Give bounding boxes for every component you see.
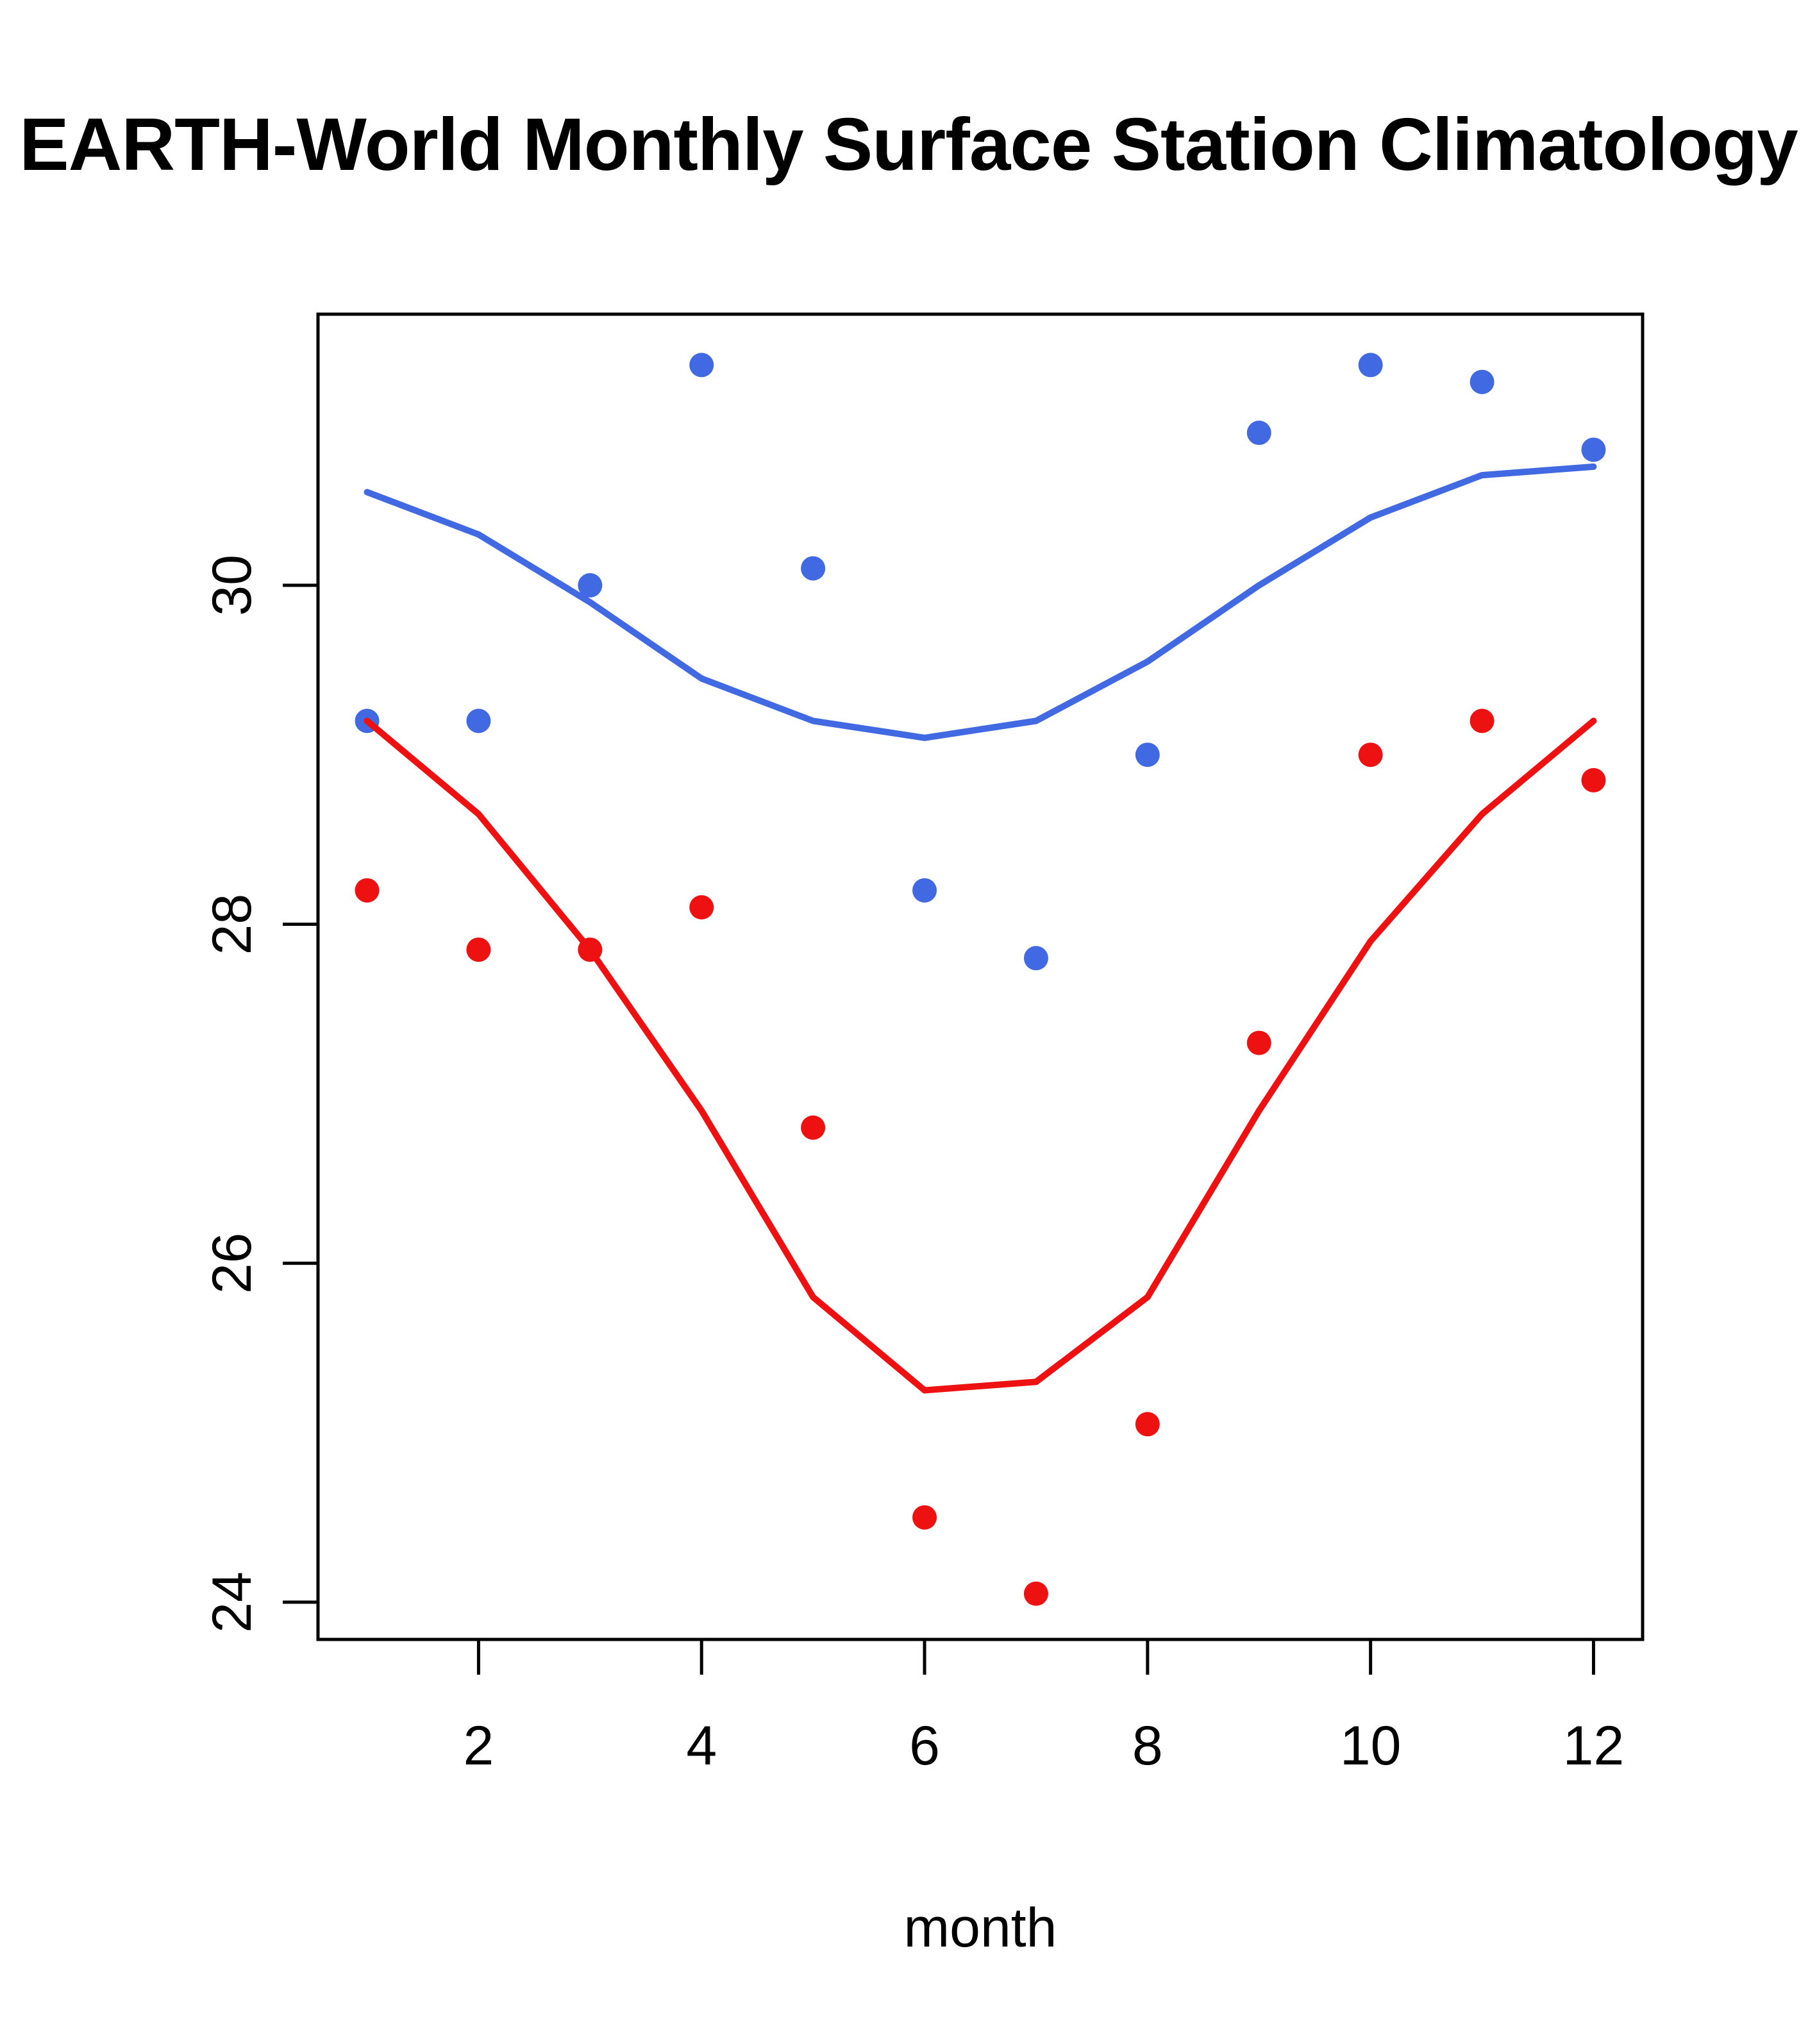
upper-temperature-points-point <box>1470 369 1495 394</box>
y-axis-tick-label: 26 <box>201 1232 263 1294</box>
lower-temperature-points-point <box>912 1505 937 1530</box>
lower-temperature-points-point <box>1023 1581 1048 1606</box>
y-axis-tick-label: 24 <box>201 1571 263 1633</box>
x-axis-tick-label: 2 <box>464 1715 494 1777</box>
upper-temperature-points-point <box>689 353 714 378</box>
lower-temperature-points-point <box>1358 742 1383 767</box>
upper-temperature-points-point <box>801 556 826 581</box>
lower-temperature-points-point <box>1135 1412 1160 1437</box>
upper-temperature-points-point <box>1135 742 1160 767</box>
upper-temperature-points-point <box>1358 353 1383 378</box>
lower-temperature-points-point <box>1246 1030 1271 1055</box>
upper-temperature-smooth-line <box>364 463 1597 741</box>
x-axis-tick-label: 12 <box>1563 1715 1625 1777</box>
lower-temperature-smooth-line <box>364 717 1597 1394</box>
lower-temperature-points-point <box>689 895 714 920</box>
upper-temperature-points-point <box>466 708 491 733</box>
x-axis-tick-label: 10 <box>1340 1715 1402 1777</box>
upper-temperature-points-point <box>578 573 603 598</box>
lower-temperature-points-point <box>355 878 380 903</box>
y-axis-tick-label: 30 <box>201 555 263 616</box>
upper-temperature-points-point <box>912 878 937 903</box>
lower-temperature-points-point <box>1470 708 1495 733</box>
x-axis-tick-label: 4 <box>686 1715 717 1777</box>
x-axis-title: month <box>903 1897 1057 1959</box>
upper-temperature-points-point <box>1581 437 1606 462</box>
upper-temperature-points-point <box>1023 946 1048 971</box>
plot-border <box>316 312 1645 1641</box>
lower-temperature-points-point <box>466 937 491 962</box>
chart-title: EARTH-World Monthly Surface Station Clim… <box>19 103 1798 186</box>
y-axis-tick-label: 28 <box>201 894 263 955</box>
x-axis-tick-label: 6 <box>909 1715 940 1777</box>
upper-temperature-points-point <box>1246 421 1271 446</box>
lower-temperature-points-point <box>801 1115 826 1140</box>
lower-temperature-points-point <box>1581 767 1606 792</box>
x-axis-tick-label: 8 <box>1132 1715 1163 1777</box>
